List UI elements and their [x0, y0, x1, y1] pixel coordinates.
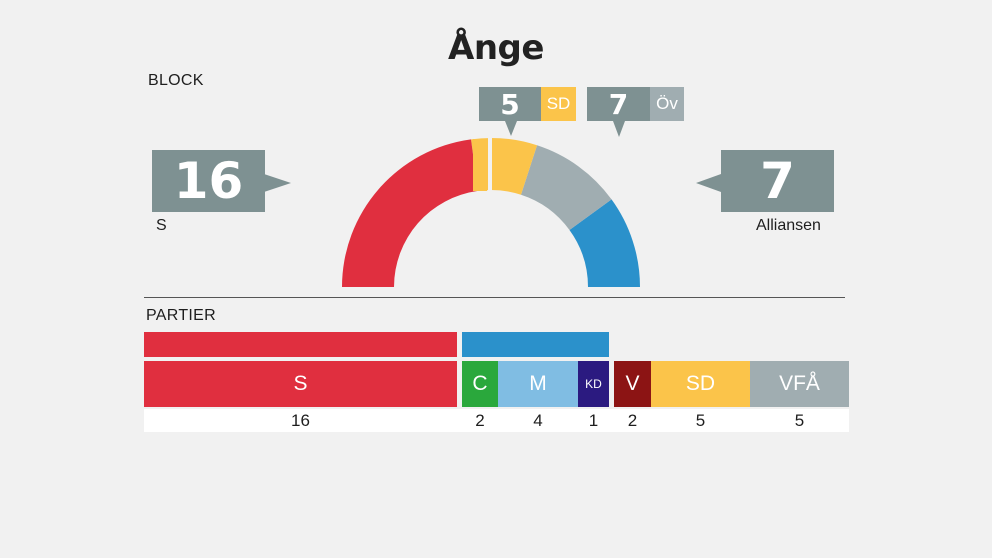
arc-segment-alliansen [569, 199, 640, 287]
left-block-callout: 16 [152, 150, 265, 212]
seat-count-m: 4 [533, 410, 543, 430]
arc-segment-v [520, 145, 612, 230]
ov-block-callout: 7 [587, 87, 650, 121]
right-block-callout: 7 [721, 150, 834, 212]
arc-sd-sliver [473, 139, 487, 191]
seat-count-s: 16 [291, 410, 310, 430]
block-bar-s [144, 332, 457, 357]
section-divider [144, 297, 845, 298]
block-section-label: BLOCK [148, 72, 204, 89]
seat-count-kd: 1 [588, 410, 599, 430]
sd-block-tag: SD [541, 87, 576, 121]
party-bar-sd: SD [651, 361, 750, 407]
right-block-name: Alliansen [756, 217, 821, 234]
seat-count-row [144, 409, 849, 432]
ov-block-tag: Öv [650, 87, 684, 121]
block-semicircle-chart [264, 121, 721, 287]
ov-callout-pointer [613, 121, 625, 137]
parties-section-label: PARTIER [146, 307, 216, 324]
party-label-s: S [293, 372, 308, 395]
sd-callout-pointer [505, 121, 517, 136]
arc-segment-sd [470, 138, 538, 195]
party-bar-m: M [498, 361, 578, 407]
party-label-c: C [472, 372, 488, 395]
left-block-name: S [156, 217, 167, 234]
party-bar-v: V [614, 361, 651, 407]
party-label-vfa: VFÅ [779, 372, 820, 395]
party-label-kd: KD [585, 377, 602, 391]
seat-count-c: 2 [475, 410, 485, 430]
seat-count-vfa: 5 [794, 410, 805, 430]
block-bar-alliansen [462, 332, 609, 357]
left-callout-pointer [264, 174, 291, 192]
party-bar-s: S [144, 361, 457, 407]
party-label-m: M [529, 372, 547, 395]
arc-segment-s [342, 139, 478, 287]
page-title: Ånge [448, 28, 544, 68]
sd-block-callout: 5 [479, 87, 541, 121]
party-label-sd: SD [685, 372, 716, 395]
arc-separator [488, 138, 492, 192]
seat-count-sd: 5 [695, 410, 706, 430]
party-label-v: V [625, 372, 640, 395]
party-bar-c: C [462, 361, 498, 407]
party-bar-vfa: VFÅ [750, 361, 849, 407]
seat-count-v: 2 [627, 410, 638, 430]
right-callout-pointer [696, 174, 721, 192]
party-bar-kd: KD [578, 361, 609, 407]
